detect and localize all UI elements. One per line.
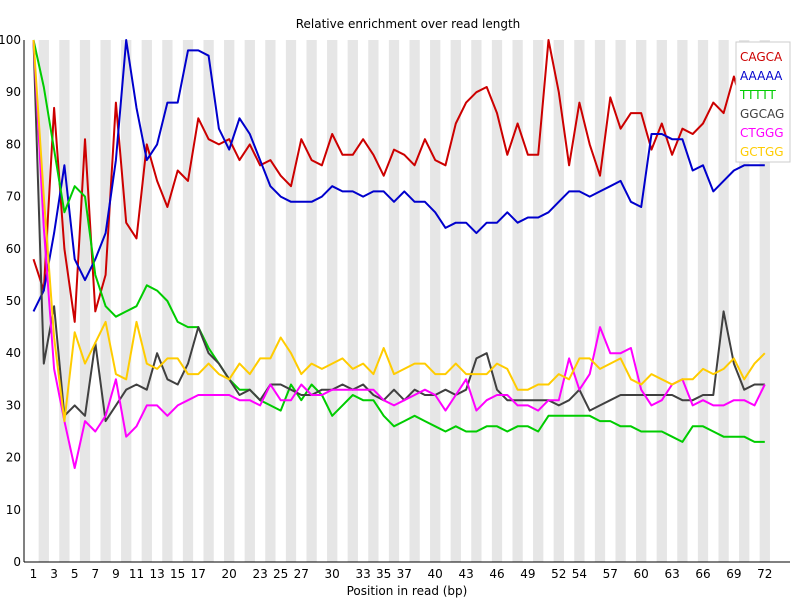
legend: CAGCA AAAAA TTTTT GGCAG CTGGG GCTGG [735,41,791,163]
grid-band [79,40,91,562]
x-tick-label: 49 [520,567,535,581]
x-tick-label: 72 [757,567,772,581]
legend-entry: GGCAG [740,107,784,121]
grid-band [285,40,297,562]
x-tick-label: 11 [129,567,144,581]
grid-band [471,40,482,562]
grid-band [430,40,441,562]
x-tick-label: 54 [572,567,587,581]
x-tick-label: 23 [252,567,267,581]
grid-band [615,40,626,562]
legend-box [735,41,791,163]
series-line-ctggg [32,39,766,469]
grid-band [677,40,688,562]
grid-band [141,40,152,562]
x-tick-label: 25 [273,567,288,581]
grid-band [697,40,709,562]
x-tick-label: 3 [50,567,58,581]
series-line-cagca [32,39,765,323]
x-tick-label: 5 [71,567,79,581]
y-tick-label: 80 [6,137,21,151]
x-tick-label: 27 [294,567,309,581]
x-tick-label: 1 [30,567,38,581]
grid-band [512,40,523,562]
grid-band [368,40,379,562]
grid-band [59,40,70,562]
x-tick-label: 35 [376,567,391,581]
x-axis: 1 3 5 7 9 11 13 15 17 20 23 25 27 30 33 35 37 40 43 46 49 52 5… [24,561,790,581]
grid-band [656,40,667,562]
x-tick-label: 57 [603,567,618,581]
x-tick-label: 17 [191,567,206,581]
grid-band [244,40,255,562]
series-line-ggcag [32,39,765,423]
x-tick-label: 46 [489,567,504,581]
y-tick-label: 30 [6,398,21,412]
grid-band [574,40,585,562]
y-tick-label: 60 [6,242,21,256]
x-tick-label: 40 [428,567,443,581]
grid-band [347,40,358,562]
x-tick-label: 20 [222,567,237,581]
grid-band [594,40,606,562]
y-tick-label: 10 [6,503,21,517]
y-tick-label: 20 [6,451,21,465]
grid-band [491,40,503,562]
x-tick-label: 37 [397,567,412,581]
grid-band [203,40,214,562]
grid-band [553,40,564,562]
grid-band [306,40,317,562]
x-tick-label: 52 [551,567,566,581]
x-tick-label: 9 [112,567,120,581]
x-tick-label: 30 [325,567,340,581]
grid-band [636,40,647,562]
legend-entry: GCTGG [740,145,784,159]
grid-band [739,40,750,562]
grid-band [533,40,544,562]
series-lines [32,39,766,469]
grid-band [182,40,194,562]
grid-band [327,40,338,562]
series-line-aaaaa [32,39,765,312]
grid-band [100,40,111,562]
grid-band [388,40,400,562]
chart-title: Relative enrichment over read length [296,17,521,31]
x-tick-label: 66 [695,567,710,581]
y-tick-label: 70 [6,190,21,204]
x-tick-label: 63 [664,567,679,581]
grid-band [718,40,729,562]
x-tick-label: 7 [91,567,99,581]
x-tick-label: 33 [355,567,370,581]
y-tick-label: 40 [6,346,21,360]
y-axis: 0 10 20 30 40 50 60 70 80 90 100 [0,33,25,569]
grid-band [38,40,49,562]
y-tick-label: 50 [6,294,21,308]
legend-entry: CAGCA [740,50,783,64]
grid-band [450,40,461,562]
grid-bands [38,40,770,562]
grid-band [265,40,276,562]
x-tick-label: 69 [726,567,741,581]
x-tick-label: 15 [170,567,185,581]
x-axis-label: Position in read (bp) [347,584,468,598]
x-tick-label: 13 [149,567,164,581]
x-tick-label: 43 [458,567,473,581]
grid-band [759,40,770,562]
legend-entry: TTTTT [739,88,776,102]
legend-entry: AAAAA [740,69,783,83]
y-tick-label: 90 [6,85,21,99]
legend-entry: CTGGG [740,126,784,140]
series-line-ttttt [32,39,765,443]
y-tick-label: 0 [13,555,21,569]
grid-band [224,40,235,562]
x-tick-label: 60 [634,567,649,581]
y-tick-label: 100 [0,33,21,47]
grid-band [409,40,420,562]
series-line-gctgg [32,39,766,423]
grid-band [121,40,132,562]
